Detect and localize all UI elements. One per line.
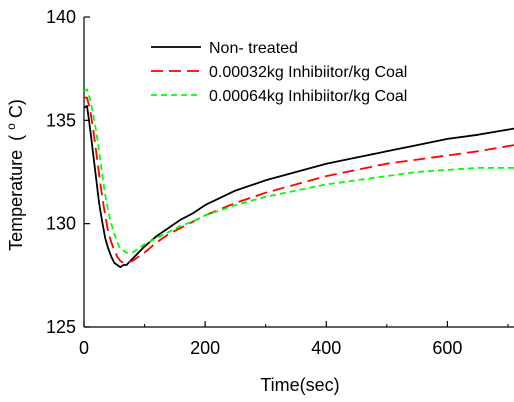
y-tick-label: 125: [46, 317, 76, 337]
x-axis-title: Time(sec): [260, 375, 339, 395]
series-line-3: [83, 88, 514, 254]
y-axis-title-unit-close: C): [6, 99, 26, 118]
y-axis-title-unit-sup: o: [4, 123, 18, 130]
axes-layer: 0 200 400 600 125 130 135 140: [46, 7, 514, 358]
y-axis-title-unit-open: (: [6, 135, 26, 141]
x-tick-label: 400: [311, 338, 341, 358]
y-tick-label: 135: [46, 110, 76, 130]
y-tick-label: 130: [46, 214, 76, 234]
x-tick-label: 600: [432, 338, 462, 358]
y-axis-title-text: Temperature: [6, 150, 26, 251]
y-tick-label: 140: [46, 7, 76, 27]
series-line-2: [84, 96, 514, 264]
y-axis-title: Temperature ( o C): [0, 99, 26, 251]
legend-label-2: 0.00032kg Inhibiitor/kg Coal: [209, 64, 407, 81]
legend-label-3: 0.00064kg Inhibiitor/kg Coal: [209, 88, 407, 105]
series-layer: [83, 88, 514, 269]
x-tick-label: 0: [79, 338, 89, 358]
legend: Non- treated 0.00032kg Inhibiitor/kg Coal…: [151, 40, 407, 105]
series-line-1: [83, 105, 514, 269]
legend-label-1: Non- treated: [209, 40, 298, 57]
x-tick-label: 200: [190, 338, 220, 358]
